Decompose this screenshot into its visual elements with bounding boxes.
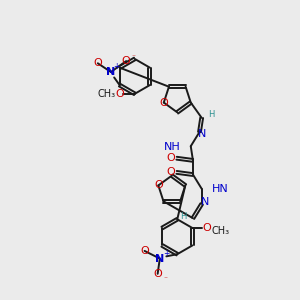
Text: O: O xyxy=(153,269,162,279)
Text: CH₃: CH₃ xyxy=(212,226,230,236)
Text: O: O xyxy=(167,167,176,177)
Text: O: O xyxy=(167,153,176,163)
Text: O: O xyxy=(122,56,130,66)
Text: HN: HN xyxy=(212,184,228,194)
Text: N: N xyxy=(201,197,209,207)
Text: N: N xyxy=(106,67,116,77)
Text: CH₃: CH₃ xyxy=(97,89,116,99)
Text: ⁻: ⁻ xyxy=(163,275,167,284)
Text: O: O xyxy=(115,89,124,99)
Text: O: O xyxy=(202,223,211,233)
Text: H: H xyxy=(180,212,186,220)
Text: +: + xyxy=(163,249,170,258)
Text: +: + xyxy=(113,62,119,71)
Text: N: N xyxy=(155,254,164,263)
Text: O: O xyxy=(93,58,102,68)
Text: H: H xyxy=(208,110,214,119)
Text: ⁻: ⁻ xyxy=(132,52,136,61)
Text: NH: NH xyxy=(164,142,181,152)
Text: O: O xyxy=(140,246,149,256)
Text: O: O xyxy=(159,98,168,108)
Text: N: N xyxy=(197,129,206,139)
Text: O: O xyxy=(154,180,163,190)
